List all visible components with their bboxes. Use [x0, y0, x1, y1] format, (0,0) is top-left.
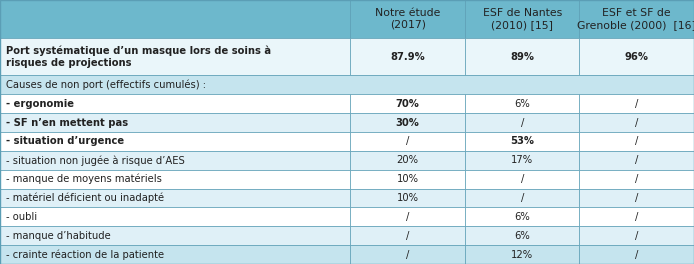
FancyBboxPatch shape [579, 38, 694, 76]
Text: /: / [635, 99, 638, 109]
FancyBboxPatch shape [579, 245, 694, 264]
Text: /: / [635, 155, 638, 165]
FancyBboxPatch shape [0, 132, 350, 151]
Text: 6%: 6% [514, 212, 530, 222]
Text: - crainte réaction de la patiente: - crainte réaction de la patiente [6, 249, 164, 260]
Text: Notre étude
(2017): Notre étude (2017) [375, 8, 441, 30]
Text: Port systématique d’un masque lors de soins à
risques de projections: Port systématique d’un masque lors de so… [6, 45, 271, 68]
FancyBboxPatch shape [465, 0, 579, 38]
FancyBboxPatch shape [465, 132, 579, 151]
FancyBboxPatch shape [350, 94, 465, 113]
Text: 30%: 30% [396, 117, 420, 128]
Text: /: / [635, 231, 638, 241]
FancyBboxPatch shape [579, 188, 694, 208]
Text: 12%: 12% [511, 249, 533, 260]
FancyBboxPatch shape [0, 38, 350, 76]
FancyBboxPatch shape [0, 0, 350, 38]
Text: ESF de Nantes
(2010) [15]: ESF de Nantes (2010) [15] [482, 8, 562, 30]
FancyBboxPatch shape [465, 38, 579, 76]
FancyBboxPatch shape [465, 170, 579, 188]
FancyBboxPatch shape [350, 38, 465, 76]
FancyBboxPatch shape [350, 226, 465, 245]
Text: - situation non jugée à risque d’AES: - situation non jugée à risque d’AES [6, 155, 185, 166]
FancyBboxPatch shape [465, 208, 579, 226]
Text: 10%: 10% [397, 174, 418, 184]
Text: /: / [635, 136, 638, 147]
FancyBboxPatch shape [350, 208, 465, 226]
Text: - ergonomie: - ergonomie [6, 99, 74, 109]
FancyBboxPatch shape [465, 151, 579, 170]
Text: ESF et SF de
Grenoble (2000)  [16]: ESF et SF de Grenoble (2000) [16] [577, 8, 694, 30]
FancyBboxPatch shape [0, 76, 694, 94]
Text: /: / [406, 136, 409, 147]
Text: /: / [520, 117, 524, 128]
Text: 70%: 70% [396, 99, 420, 109]
FancyBboxPatch shape [350, 188, 465, 208]
Text: /: / [635, 193, 638, 203]
FancyBboxPatch shape [579, 170, 694, 188]
FancyBboxPatch shape [350, 132, 465, 151]
FancyBboxPatch shape [0, 151, 350, 170]
FancyBboxPatch shape [579, 132, 694, 151]
FancyBboxPatch shape [579, 208, 694, 226]
Text: 10%: 10% [397, 193, 418, 203]
FancyBboxPatch shape [465, 226, 579, 245]
Text: /: / [635, 212, 638, 222]
Text: 6%: 6% [514, 231, 530, 241]
FancyBboxPatch shape [350, 245, 465, 264]
FancyBboxPatch shape [579, 94, 694, 113]
Text: - situation d’urgence: - situation d’urgence [6, 136, 124, 147]
Text: - manque d’habitude: - manque d’habitude [6, 231, 110, 241]
FancyBboxPatch shape [465, 94, 579, 113]
Text: 17%: 17% [511, 155, 533, 165]
Text: 53%: 53% [510, 136, 534, 147]
Text: - matériel déficient ou inadapté: - matériel déficient ou inadapté [6, 193, 164, 203]
FancyBboxPatch shape [465, 245, 579, 264]
FancyBboxPatch shape [350, 0, 465, 38]
FancyBboxPatch shape [0, 94, 350, 113]
FancyBboxPatch shape [579, 0, 694, 38]
Text: 6%: 6% [514, 99, 530, 109]
Text: 96%: 96% [625, 51, 649, 62]
Text: /: / [635, 174, 638, 184]
Text: 87.9%: 87.9% [390, 51, 425, 62]
Text: /: / [635, 249, 638, 260]
Text: /: / [406, 249, 409, 260]
Text: - SF n’en mettent pas: - SF n’en mettent pas [6, 117, 128, 128]
FancyBboxPatch shape [0, 170, 350, 188]
FancyBboxPatch shape [0, 113, 350, 132]
Text: Causes de non port (effectifs cumulés) :: Causes de non port (effectifs cumulés) : [6, 80, 205, 90]
FancyBboxPatch shape [0, 188, 350, 208]
FancyBboxPatch shape [350, 113, 465, 132]
FancyBboxPatch shape [0, 208, 350, 226]
Text: /: / [520, 193, 524, 203]
Text: /: / [406, 212, 409, 222]
Text: /: / [406, 231, 409, 241]
FancyBboxPatch shape [579, 226, 694, 245]
FancyBboxPatch shape [350, 151, 465, 170]
FancyBboxPatch shape [0, 245, 350, 264]
FancyBboxPatch shape [579, 151, 694, 170]
Text: /: / [635, 117, 638, 128]
FancyBboxPatch shape [579, 113, 694, 132]
Text: - oubli: - oubli [6, 212, 37, 222]
FancyBboxPatch shape [465, 113, 579, 132]
Text: 89%: 89% [510, 51, 534, 62]
FancyBboxPatch shape [350, 170, 465, 188]
Text: /: / [520, 174, 524, 184]
FancyBboxPatch shape [465, 188, 579, 208]
Text: 20%: 20% [397, 155, 418, 165]
Text: - manque de moyens matériels: - manque de moyens matériels [6, 174, 162, 184]
FancyBboxPatch shape [0, 226, 350, 245]
